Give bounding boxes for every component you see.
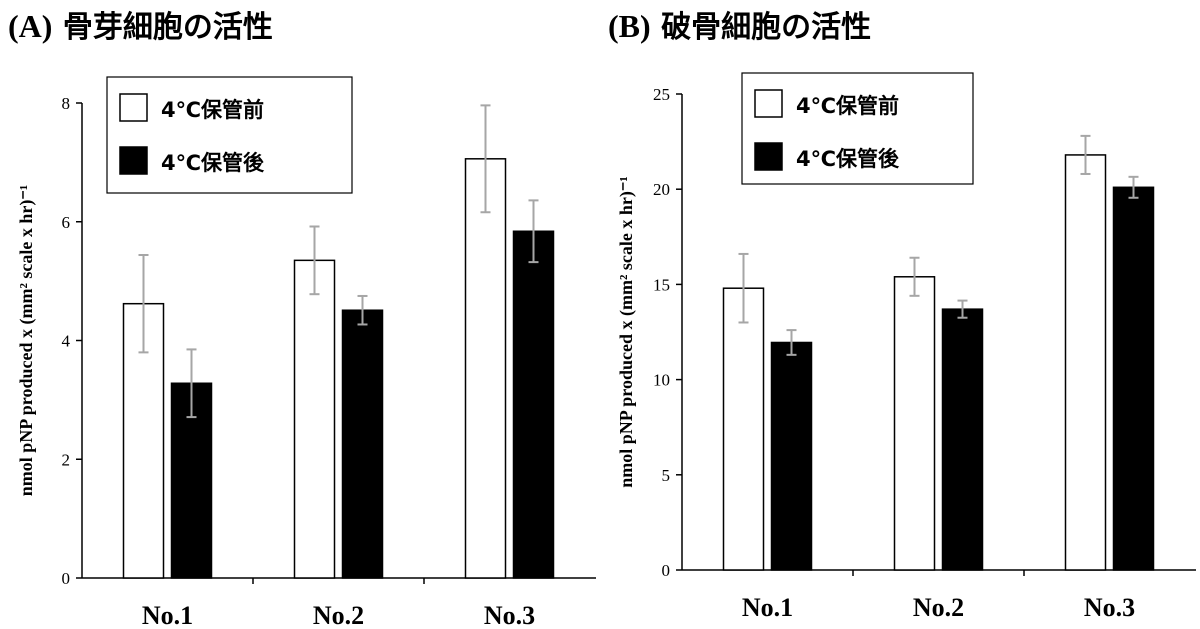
chart-panel-b: (B) 破骨細胞の活性 0 5 10 15 20 25 nmol pNP produced … [600,0,1200,629]
chart-title-text-b: 破骨細胞の活性 [661,10,872,45]
bar-No.2-after [941,308,984,571]
x-tick-label: No.2 [313,601,364,629]
chart-title-a: (A) 骨芽細胞の活性 [8,2,273,46]
legend-swatch-before [754,89,783,118]
x-tick-label: No.3 [1084,593,1135,622]
chart-panel-a: (A) 骨芽細胞の活性 0 2 4 6 8 nmol pNP produced x (mm… [8,2,596,629]
y-tick-label: 4 [62,332,71,351]
bar-No.1-after [770,341,813,571]
y-tick-label: 15 [653,275,670,294]
bar-No.3-before [1064,154,1107,571]
y-axis-label: nmol pNP produced x (mm² scale x hr)⁻¹ [616,176,637,487]
x-tick-label: No.3 [484,601,535,629]
y-tick-label: 10 [653,371,670,390]
y-tick-label: 0 [62,569,71,588]
bar-chart-a: 0 2 4 6 8 nmol pNP produced x (mm² scale x hr… [16,76,596,629]
bar-No.3-after [512,230,555,579]
y-tick-label: 25 [653,85,670,104]
y-tick-label: 2 [62,450,71,469]
bar-No.3-before [464,158,507,579]
bar-No.2-after [341,309,384,579]
bar-No.3-after [1112,186,1155,571]
legend-label-after: 4℃保管後 [161,151,265,175]
legend-label-before: 4℃保管前 [796,94,899,118]
y-tick-label: 0 [662,561,671,580]
legend-label-after: 4℃保管後 [796,147,900,171]
x-tick-label: No.2 [913,593,964,622]
chart-title-letter-a: (A) [8,8,53,44]
y-tick-label: 5 [662,466,671,485]
legend-box [106,76,353,194]
chart-title-text-a: 骨芽細胞の活性 [62,10,273,45]
legend-swatch-after [754,142,783,171]
bar-No.1-before [722,287,765,571]
legend-swatch-after [119,146,148,175]
legend-swatch-before [119,93,148,122]
bar-No.2-before [293,259,336,579]
x-tick-label: No.1 [742,593,793,622]
chart-title-letter-b: (B) [608,8,651,44]
bar-chart-b: 0 5 10 15 20 25 nmol pNP produced x (mm² scale… [616,72,1196,622]
x-tick-label: No.1 [142,601,193,629]
y-tick-label: 20 [653,180,670,199]
y-axis-label: nmol pNP produced x (mm² scale x hr)⁻¹ [16,185,37,496]
y-tick-label: 6 [62,213,71,232]
legend-label-before: 4℃保管前 [161,98,264,122]
y-tick-label: 8 [62,94,71,113]
chart-title-b: (B) 破骨細胞の活性 [608,2,871,46]
bar-No.2-before [893,276,936,571]
